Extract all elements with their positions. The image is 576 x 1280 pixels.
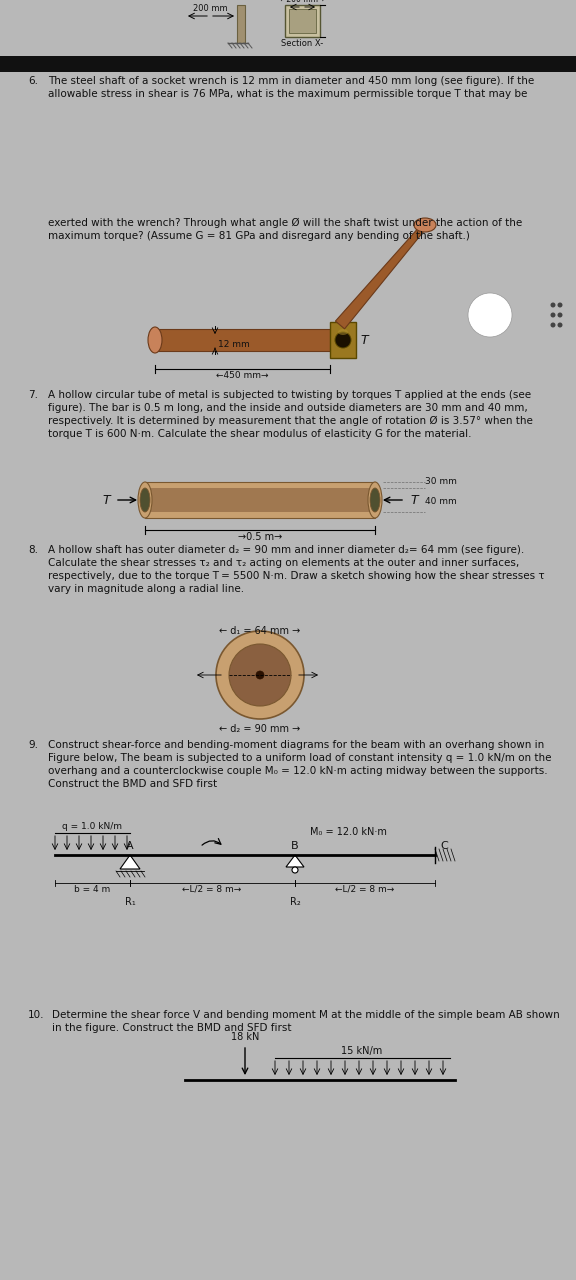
Text: Construct shear-force and bending-moment diagrams for the beam with an overhang : Construct shear-force and bending-moment… [48, 740, 544, 750]
Text: Construct the BMD and SFD first: Construct the BMD and SFD first [48, 780, 217, 788]
Circle shape [256, 671, 264, 678]
Circle shape [229, 644, 291, 707]
Polygon shape [335, 223, 427, 329]
Text: b = 4 m: b = 4 m [74, 884, 110, 893]
Text: A: A [126, 841, 134, 851]
FancyBboxPatch shape [0, 910, 576, 1010]
Text: 9.: 9. [28, 740, 38, 750]
FancyBboxPatch shape [285, 5, 320, 37]
Text: respectively, due to the torque T = 5500 N·m. Draw a sketch showing how the shea: respectively, due to the torque T = 5500… [48, 571, 545, 581]
Text: 7.: 7. [28, 390, 38, 399]
Circle shape [558, 323, 563, 328]
Polygon shape [286, 855, 304, 867]
Text: The steel shaft of a socket wrench is 12 mm in diameter and 450 mm long (see fig: The steel shaft of a socket wrench is 12… [48, 76, 535, 86]
Text: C: C [440, 841, 448, 851]
Ellipse shape [138, 483, 152, 518]
Text: vary in magnitude along a radial line.: vary in magnitude along a radial line. [48, 584, 244, 594]
Text: torque T is 600 N·m. Calculate the shear modulus of elasticity G for the materia: torque T is 600 N·m. Calculate the shear… [48, 429, 472, 439]
Text: exerted with the wrench? Through what angle Ø will the shaft twist under the act: exerted with the wrench? Through what an… [48, 218, 522, 228]
FancyBboxPatch shape [145, 483, 375, 518]
Text: 10.: 10. [28, 1010, 44, 1020]
Ellipse shape [338, 329, 348, 335]
Circle shape [335, 332, 351, 348]
Text: ← d₁ = 64 mm →: ← d₁ = 64 mm → [219, 626, 301, 636]
Ellipse shape [414, 218, 436, 232]
Text: 15 kN/m: 15 kN/m [342, 1046, 382, 1056]
Circle shape [216, 631, 304, 719]
Text: Determine the shear force V and bending moment M at the middle of the simple bea: Determine the shear force V and bending … [52, 1010, 560, 1020]
Text: allowable stress in shear is 76 MPa, what is the maximum permissible torque T th: allowable stress in shear is 76 MPa, wha… [48, 90, 528, 99]
Circle shape [551, 312, 555, 317]
Text: 40 mm: 40 mm [425, 498, 457, 507]
Text: 18 kN: 18 kN [231, 1032, 259, 1042]
Text: overhang and a counterclockwise couple M₀ = 12.0 kN·m acting midway between the : overhang and a counterclockwise couple M… [48, 765, 548, 776]
Text: B: B [291, 841, 299, 851]
Text: 12 mm: 12 mm [218, 340, 250, 349]
Circle shape [292, 867, 298, 873]
Ellipse shape [370, 488, 380, 512]
Text: q = 1.0 kN/m: q = 1.0 kN/m [62, 822, 122, 831]
Text: 200 mm: 200 mm [193, 4, 228, 13]
Text: 8.: 8. [28, 545, 38, 556]
Text: maximum torque? (Assume G = 81 GPa and disregard any bending of the shaft.): maximum torque? (Assume G = 81 GPa and d… [48, 230, 470, 241]
Text: A hollow shaft has outer diameter d₂ = 90 mm and inner diameter d₂= 64 mm (see f: A hollow shaft has outer diameter d₂ = 9… [48, 545, 524, 556]
Text: in the figure. Construct the BMD and SFD first: in the figure. Construct the BMD and SFD… [52, 1023, 291, 1033]
Text: A hollow circular tube of metal is subjected to twisting by torques T applied at: A hollow circular tube of metal is subje… [48, 390, 531, 399]
FancyBboxPatch shape [289, 9, 316, 33]
Circle shape [558, 312, 563, 317]
Circle shape [551, 323, 555, 328]
FancyBboxPatch shape [0, 108, 576, 218]
Ellipse shape [148, 326, 162, 353]
Text: Figure below, The beam is subjected to a uniform load of constant intensity q = : Figure below, The beam is subjected to a… [48, 753, 551, 763]
Text: T: T [360, 334, 367, 347]
Text: 30 mm: 30 mm [425, 477, 457, 486]
Text: respectively. It is determined by measurement that the angle of rotation Ø is 3.: respectively. It is determined by measur… [48, 416, 533, 426]
Text: ←200 mm→: ←200 mm→ [280, 0, 324, 4]
Text: figure). The bar is 0.5 m long, and the inside and outside diameters are 30 mm a: figure). The bar is 0.5 m long, and the … [48, 403, 528, 413]
FancyBboxPatch shape [155, 329, 330, 351]
Text: ← d₂ = 90 mm →: ← d₂ = 90 mm → [219, 724, 301, 733]
Text: 6.: 6. [28, 76, 38, 86]
Circle shape [558, 302, 563, 307]
Text: ←450 mm→: ←450 mm→ [216, 371, 268, 380]
Text: T: T [410, 494, 418, 507]
Text: ←L/2 = 8 m→: ←L/2 = 8 m→ [335, 884, 395, 893]
Text: ←L/2 = 8 m→: ←L/2 = 8 m→ [183, 884, 241, 893]
Text: R₂: R₂ [290, 897, 300, 908]
Text: R₁: R₁ [124, 897, 135, 908]
Ellipse shape [140, 488, 150, 512]
FancyBboxPatch shape [237, 5, 245, 44]
FancyBboxPatch shape [330, 323, 356, 358]
Text: 0 / Y: 0 / Y [478, 310, 502, 320]
FancyBboxPatch shape [0, 56, 576, 72]
Circle shape [468, 293, 512, 337]
Text: T: T [103, 494, 110, 507]
Text: Calculate the shear stresses τ₂ and τ₂ acting on elements at the outer and inner: Calculate the shear stresses τ₂ and τ₂ a… [48, 558, 519, 568]
Text: →0.5 m→: →0.5 m→ [238, 532, 282, 541]
Polygon shape [120, 855, 140, 869]
Circle shape [551, 302, 555, 307]
FancyBboxPatch shape [147, 488, 373, 512]
Text: M₀ = 12.0 kN·m: M₀ = 12.0 kN·m [310, 827, 387, 837]
Ellipse shape [368, 483, 382, 518]
Text: Section X-: Section X- [281, 38, 323, 47]
